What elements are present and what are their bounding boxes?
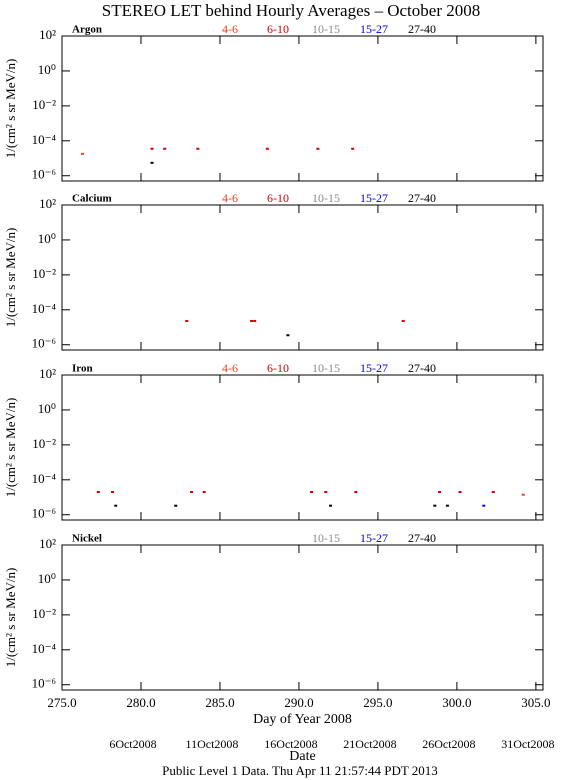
- x-tick-label: 275.0: [47, 695, 76, 710]
- y-tick-label: 10⁻⁴: [32, 132, 57, 147]
- y-axis-label: 1/(cm² s sr MeV/n): [3, 228, 18, 328]
- data-point: [433, 504, 437, 507]
- y-tick-label: 10²: [39, 536, 56, 551]
- y-tick-label: 10⁻⁶: [32, 506, 56, 521]
- legend-entry: 10-15: [312, 22, 340, 36]
- panel-label: Iron: [72, 363, 93, 375]
- y-tick-label: 10⁻⁴: [32, 301, 57, 316]
- y-tick-label: 10⁻²: [32, 436, 56, 451]
- legend-entry: 4-6: [222, 191, 238, 205]
- date-tick-label: 6Oct2008: [109, 737, 156, 751]
- legend-entry: 15-27: [360, 22, 388, 36]
- data-point: [163, 147, 167, 150]
- x-tick-label: 305.0: [521, 695, 550, 710]
- footer: Public Level 1 Data. Thu Apr 11 21:57:44…: [162, 763, 438, 778]
- legend-entry: 27-40: [408, 361, 436, 375]
- data-point: [482, 504, 486, 507]
- data-point: [185, 319, 189, 322]
- y-axis-label: 1/(cm² s sr MeV/n): [3, 568, 18, 668]
- date-tick-label: 26Oct2008: [422, 737, 475, 751]
- plot-frame: [61, 35, 544, 182]
- legend-entry: 10-15: [312, 361, 340, 375]
- legend-entry: 27-40: [408, 191, 436, 205]
- y-tick-label: 10⁻⁶: [32, 336, 56, 351]
- data-point: [324, 491, 328, 494]
- legend-entry: 10-15: [312, 531, 340, 545]
- data-point: [401, 319, 405, 322]
- data-point: [253, 319, 257, 322]
- x-tick-label: 300.0: [442, 695, 471, 710]
- plot-frame: [61, 544, 544, 691]
- legend-entry: 27-40: [408, 22, 436, 36]
- data-point: [250, 319, 254, 322]
- date-tick-label: 21Oct2008: [343, 737, 396, 751]
- y-tick-label: 10⁰: [38, 571, 56, 586]
- y-axis-label: 1/(cm² s sr MeV/n): [3, 59, 18, 159]
- legend-entry: 6-10: [267, 22, 289, 36]
- y-tick-label: 10⁻²: [32, 266, 56, 281]
- data-point: [491, 491, 495, 494]
- legend-entry: 15-27: [360, 361, 388, 375]
- date-tick-label: 11Oct2008: [186, 737, 239, 751]
- y-tick-label: 10²: [39, 196, 56, 211]
- data-point: [329, 504, 333, 507]
- x-axis-label: Day of Year 2008: [253, 712, 352, 727]
- legend-entry: 10-15: [312, 191, 340, 205]
- plot-frame: [61, 204, 544, 351]
- date-axis-label: Date: [289, 749, 315, 764]
- panel-label: Calcium: [72, 193, 112, 205]
- x-tick-label: 285.0: [205, 695, 234, 710]
- chart-title: STEREO LET behind Hourly Averages – Octo…: [102, 1, 481, 20]
- panel-label: Nickel: [72, 533, 102, 545]
- data-point: [111, 491, 115, 494]
- data-point: [150, 147, 154, 150]
- y-tick-label: 10⁻⁶: [32, 167, 56, 182]
- x-tick-label: 280.0: [126, 695, 155, 710]
- data-point: [458, 491, 462, 494]
- panel-label: Argon: [72, 24, 102, 36]
- x-tick-label: 290.0: [284, 695, 313, 710]
- data-point: [202, 491, 206, 494]
- legend-entry: 6-10: [267, 191, 289, 205]
- date-tick-label: 16Oct2008: [264, 737, 317, 751]
- y-axis-label: 1/(cm² s sr MeV/n): [3, 398, 18, 498]
- legend-entry: 4-6: [222, 22, 238, 36]
- data-point: [196, 147, 200, 150]
- data-point: [96, 491, 100, 494]
- data-point: [316, 147, 320, 150]
- legend-entry: 6-10: [267, 361, 289, 375]
- data-point: [286, 334, 290, 337]
- date-tick-label: 31Oct2008: [501, 737, 554, 751]
- y-tick-label: 10⁻²: [32, 97, 56, 112]
- legend-entry: 15-27: [360, 191, 388, 205]
- y-tick-label: 10²: [39, 366, 56, 381]
- y-tick-label: 10⁻⁴: [32, 471, 57, 486]
- legend-entry: 27-40: [408, 531, 436, 545]
- data-point: [310, 491, 314, 494]
- data-point: [190, 491, 194, 494]
- data-point: [265, 147, 269, 150]
- data-point: [81, 152, 85, 155]
- data-point: [114, 504, 118, 507]
- y-tick-label: 10⁻⁶: [32, 676, 56, 691]
- y-tick-label: 10⁰: [38, 401, 56, 416]
- y-tick-label: 10⁰: [38, 231, 56, 246]
- y-tick-label: 10⁻⁴: [32, 641, 57, 656]
- data-point: [521, 493, 525, 496]
- data-point: [174, 504, 178, 507]
- data-point: [354, 491, 358, 494]
- data-point: [445, 504, 449, 507]
- y-tick-label: 10⁰: [38, 62, 56, 77]
- data-point: [351, 147, 355, 150]
- x-tick-label: 295.0: [363, 695, 392, 710]
- y-tick-label: 10⁻²: [32, 606, 56, 621]
- legend-entry: 4-6: [222, 361, 238, 375]
- y-tick-label: 10²: [39, 27, 56, 42]
- plot-frame: [61, 374, 544, 521]
- legend-entry: 15-27: [360, 531, 388, 545]
- data-point: [150, 161, 154, 164]
- data-point: [438, 491, 442, 494]
